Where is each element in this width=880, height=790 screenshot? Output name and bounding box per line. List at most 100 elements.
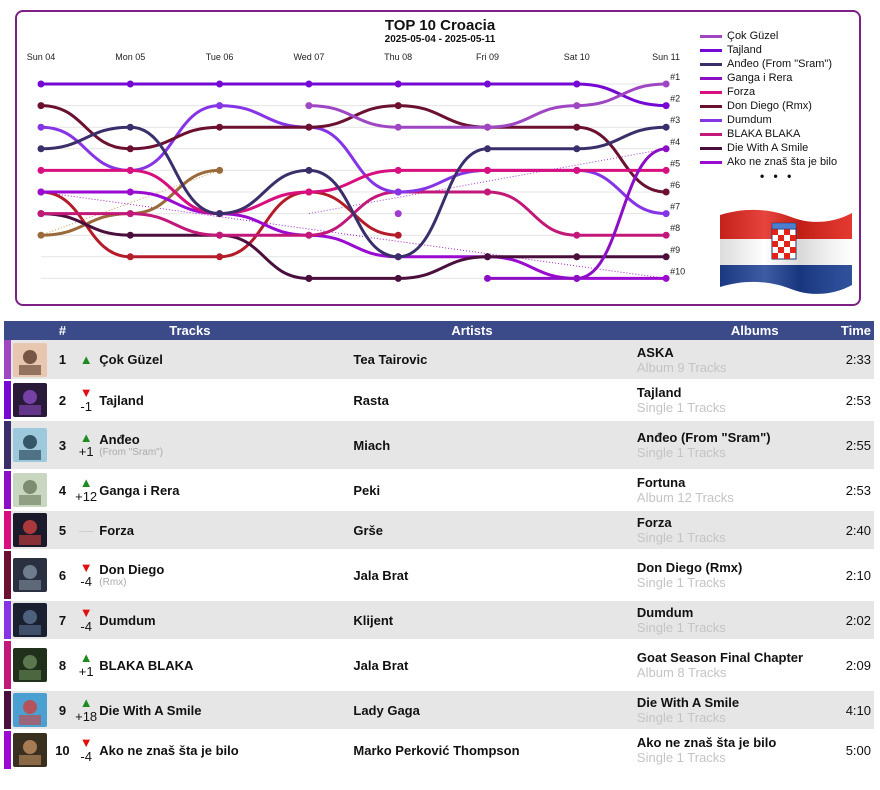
legend-item[interactable]: Dumdum xyxy=(700,113,837,127)
extra-series-line xyxy=(39,190,400,259)
album-title[interactable]: Goat Season Final Chapter xyxy=(636,650,804,665)
album-cell[interactable]: Fortuna Album 12 Tracks xyxy=(637,470,841,510)
header-time: Time xyxy=(840,323,871,338)
table-row[interactable]: 7 ▼ -4 Dumdum Klijent Dumdum Single 1 Tracks 2:… xyxy=(4,600,874,640)
album-title[interactable]: Dumdum xyxy=(636,605,694,620)
track-cell[interactable]: Dumdum xyxy=(99,600,353,640)
table-row[interactable]: 9 ▲ +18 Die With A Smile Lady Gaga Die With A… xyxy=(4,690,874,730)
track-time: 4:10 xyxy=(845,702,871,718)
artist-name[interactable]: Klijent xyxy=(353,612,394,628)
x-tick-label: Sun 04 xyxy=(27,52,56,62)
album-title[interactable]: Die With A Smile xyxy=(636,695,740,710)
track-title[interactable]: Çok Güzel xyxy=(99,352,163,367)
album-title[interactable]: Don Diego (Rmx) xyxy=(636,560,743,575)
artist-name[interactable]: Rasta xyxy=(353,392,389,408)
album-cover-icon xyxy=(13,603,48,637)
artist-name[interactable]: Peki xyxy=(353,482,381,498)
track-title[interactable]: Ganga i Rera xyxy=(99,482,180,498)
series-8-point xyxy=(662,231,670,239)
legend-item[interactable]: Die With A Smile xyxy=(700,141,837,155)
row-color-bar xyxy=(4,690,12,730)
track-cell[interactable]: Tajland xyxy=(99,380,353,420)
series-7-point xyxy=(37,123,45,131)
track-title[interactable]: Die With A Smile xyxy=(99,702,202,718)
album-cell[interactable]: Anđeo (From "Sram") Single 1 Tracks xyxy=(637,420,841,470)
track-title[interactable]: Anđeo xyxy=(99,432,140,447)
track-cell[interactable]: Don Diego (Rmx) xyxy=(99,550,353,600)
track-title[interactable]: Don Diego xyxy=(99,562,165,577)
chart-subtitle: 2025-05-04 - 2025-05-11 xyxy=(384,34,496,45)
album-cell[interactable]: ASKA Album 9 Tracks xyxy=(637,340,841,380)
album-cell[interactable]: Dumdum Single 1 Tracks xyxy=(637,600,841,640)
table-row[interactable]: 3 ▲ +1 Anđeo (From "Sram") Miach Anđeo (From "… xyxy=(4,420,874,470)
track-title[interactable]: BLAKA BLAKA xyxy=(99,657,194,673)
legend-item[interactable]: BLAKA BLAKA xyxy=(700,127,837,141)
series-3-point xyxy=(484,145,491,153)
series-9-point xyxy=(484,253,491,261)
series-7-line xyxy=(39,104,668,216)
table-row[interactable]: 5— Forza Grše Forza Single 1 Tracks 2:40 xyxy=(4,510,874,550)
track-title[interactable]: Tajland xyxy=(99,392,144,408)
album-title[interactable]: ASKA xyxy=(636,344,674,360)
album-cell[interactable]: Forza Single 1 Tracks xyxy=(637,510,841,550)
artist-name[interactable]: Grše xyxy=(353,522,384,538)
track-cell[interactable]: Anđeo (From "Sram") xyxy=(99,420,353,470)
rank: 5 xyxy=(58,522,67,538)
legend-item[interactable]: Anđeo (From "Sram") xyxy=(700,57,837,71)
up-arrow-icon: ▲ xyxy=(79,695,93,710)
track-title[interactable]: Ako ne znaš šta je bilo xyxy=(99,742,239,758)
series-7-point xyxy=(662,210,670,218)
album-cell[interactable]: Don Diego (Rmx) Single 1 Tracks xyxy=(637,550,841,600)
series-2-point xyxy=(216,80,224,88)
table-row[interactable]: 8 ▲ +1 BLAKA BLAKA Jala Brat Goat Season Fina… xyxy=(4,640,874,690)
album-cell[interactable]: Die With A Smile Single 1 Tracks xyxy=(637,690,841,730)
legend-item[interactable]: Forza xyxy=(700,85,837,99)
artist-name[interactable]: Jala Brat xyxy=(353,567,409,583)
legend-item[interactable]: Don Diego (Rmx) xyxy=(700,99,837,113)
artist-name[interactable]: Tea Tairovic xyxy=(353,352,428,367)
table-row[interactable]: 2 ▼ -1 Tajland Rasta Tajland Single 1 Tracks 2:… xyxy=(4,380,874,420)
track-title[interactable]: Forza xyxy=(99,522,134,538)
album-cell[interactable]: Goat Season Final Chapter Album 8 Tracks xyxy=(637,640,841,690)
album-cover-icon xyxy=(13,383,48,417)
track-cell[interactable]: Ako ne znaš šta je bilo xyxy=(99,730,353,770)
track-cell[interactable]: Ganga i Rera xyxy=(99,470,353,510)
artist-name[interactable]: Lady Gaga xyxy=(353,702,420,718)
album-title[interactable]: Ako ne znaš šta je bilo xyxy=(636,735,777,750)
artist-name[interactable]: Jala Brat xyxy=(353,657,409,673)
series-3-point xyxy=(573,145,581,153)
legend-item[interactable]: Ako ne znaš šta je bilo xyxy=(700,155,837,169)
legend-item[interactable]: Çok Güzel xyxy=(700,29,837,43)
album-info: Album 8 Tracks xyxy=(636,665,727,680)
album-title[interactable]: Anđeo (From "Sram") xyxy=(636,430,771,445)
table-row[interactable]: 4 ▲ +12 Ganga i Rera Peki Fortuna Album 12 Tra… xyxy=(4,470,874,510)
row-color-bar xyxy=(4,640,12,690)
album-cover xyxy=(11,690,52,730)
album-title[interactable]: Tajland xyxy=(636,385,682,400)
artist-name[interactable]: Marko Perković Thompson xyxy=(353,742,520,758)
album-cell[interactable]: Ako ne znaš šta je bilo Single 1 Tracks xyxy=(637,730,841,770)
legend-swatch xyxy=(700,48,722,52)
album-info: Single 1 Tracks xyxy=(636,710,726,725)
track-cell[interactable]: Çok Güzel xyxy=(99,340,353,380)
legend-item[interactable]: Tajland xyxy=(700,43,837,57)
artist-name[interactable]: Miach xyxy=(353,437,391,453)
rank-change: ▲ +1 xyxy=(73,640,99,690)
album-title[interactable]: Forza xyxy=(636,515,672,530)
album-cell[interactable]: Tajland Single 1 Tracks xyxy=(637,380,841,420)
extra-series-point xyxy=(37,231,45,239)
track-cell[interactable]: Forza xyxy=(99,510,353,550)
table-row[interactable]: 1 ▲ Çok Güzel Tea Tairovic ASKA Album 9 Track… xyxy=(4,340,874,380)
album-info: Single 1 Tracks xyxy=(636,750,726,765)
series-3-point xyxy=(305,166,313,174)
table-row[interactable]: 6 ▼ -4 Don Diego (Rmx) Jala Brat Don Diego (Rm… xyxy=(4,550,874,600)
series-6-point xyxy=(216,123,224,131)
legend-item[interactable]: Ganga i Rera xyxy=(700,71,837,85)
track-cell[interactable]: BLAKA BLAKA xyxy=(99,640,353,690)
album-cover-icon xyxy=(13,733,48,767)
table-row[interactable]: 10 ▼ -4 Ako ne znaš šta je bilo Marko Perkov… xyxy=(4,730,874,770)
track-cell[interactable]: Die With A Smile xyxy=(99,690,353,730)
album-title[interactable]: Fortuna xyxy=(636,475,686,490)
up-arrow-icon: ▲ xyxy=(79,650,93,665)
track-title[interactable]: Dumdum xyxy=(99,612,156,628)
